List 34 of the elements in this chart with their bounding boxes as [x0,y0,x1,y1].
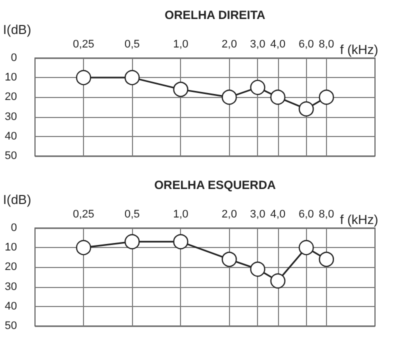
x-tick-label: 0,25 [72,208,94,220]
x-tick-label: 0,5 [124,38,140,50]
x-tick-label: 2,0 [222,208,237,220]
y-tick-label: 20 [4,91,17,104]
x-tick-label: 6,0 [298,208,314,220]
y-tick-label: 50 [4,320,17,332]
x-tick-label: 4,0 [270,208,286,220]
y-axis-title: I(dB) [3,192,32,207]
y-tick-label: 30 [4,110,17,123]
y-tick-label: 0 [10,52,17,64]
y-tick-label: 40 [4,300,17,312]
chart-title: ORELHA ESQUERDA [154,178,276,192]
y-tick-label: 30 [4,280,17,293]
y-tick-label: 10 [4,72,17,84]
y-tick-label: 40 [4,130,17,142]
x-tick-label: 8,0 [318,38,334,50]
y-tick-label: 20 [4,261,17,274]
y-tick-label: 50 [4,150,17,162]
x-tick-label: 1,0 [173,38,188,50]
y-tick-label: 0 [10,222,17,234]
x-tick-label: 3,0 [250,38,266,50]
x-tick-label: 1,0 [173,208,188,220]
x-tick-label: 2,0 [222,38,237,50]
y-axis-title: I(dB) [3,22,32,37]
x-tick-label: 4,0 [270,38,286,50]
x-tick-label: 0,5 [124,208,140,220]
x-tick-label: 8,0 [318,208,334,220]
x-tick-label: 6,0 [298,38,314,50]
y-tick-label: 10 [4,242,17,254]
x-tick-label: 0,25 [72,38,94,50]
x-axis-title: f (kHz) [340,212,378,227]
x-tick-label: 3,0 [250,208,266,220]
x-axis-title: f (kHz) [340,42,378,57]
chart-title: ORELHA DIREITA [164,8,266,22]
